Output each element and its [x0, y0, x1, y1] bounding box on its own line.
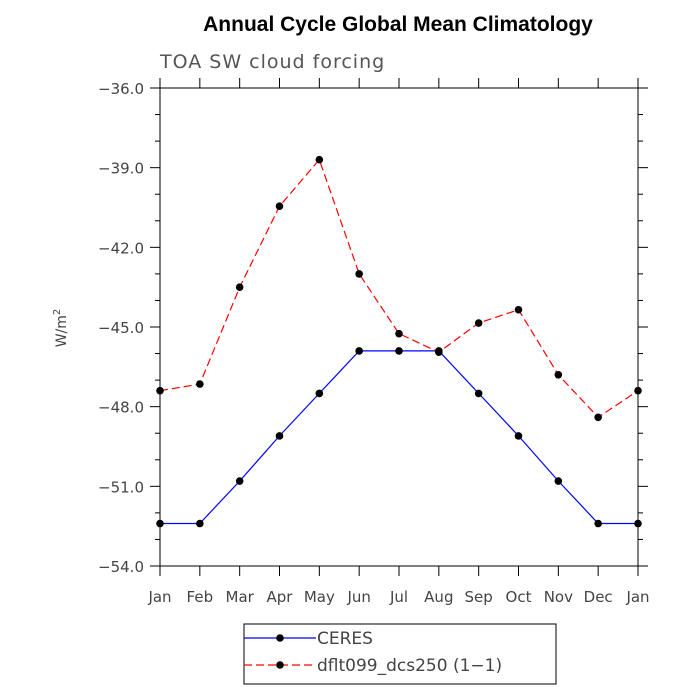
- x-tick-label: Jul: [389, 588, 408, 606]
- x-tick-labels: Jan Feb Mar Apr May Jun Jul Aug Sep Oct Nov Dec Jan: [147, 588, 649, 606]
- x-tick-label: Nov: [544, 588, 573, 606]
- legend-marker-ceres: [276, 634, 284, 642]
- data-point-dflt099: [474, 319, 483, 327]
- legend-label-dflt099: dflt099_dcs250 (1−1): [317, 656, 502, 676]
- y-axis-label-superscript: 2: [52, 309, 63, 315]
- legend-box: [243, 623, 557, 685]
- data-point-dflt099: [235, 283, 244, 291]
- x-tick-label: Jan: [625, 588, 649, 606]
- series-line-dflt099: [159, 158, 639, 419]
- data-point-dflt099: [395, 329, 403, 338]
- data-point-ceres: [196, 519, 204, 528]
- chart-title: Annual Cycle Global Mean Climatology: [203, 13, 593, 36]
- axis-ticks: [150, 78, 648, 576]
- data-point-dflt099: [196, 380, 204, 388]
- y-tick-label: −42.0: [98, 239, 144, 257]
- data-point-ceres: [156, 519, 164, 528]
- chart-subtitle: TOA SW cloud forcing: [159, 51, 385, 73]
- data-point-ceres: [315, 389, 324, 398]
- y-tick-label: −45.0: [98, 319, 144, 337]
- data-point-dflt099: [435, 348, 443, 357]
- x-tick-label: Dec: [584, 588, 613, 606]
- data-point-ceres: [514, 432, 523, 440]
- data-point-dflt099: [514, 305, 523, 314]
- data-point-ceres: [474, 389, 483, 398]
- x-tick-label: Jun: [346, 588, 370, 606]
- svg-text:W/m2: W/m2: [52, 309, 70, 348]
- y-axis-title: W/m2: [52, 309, 70, 348]
- data-point-dflt099: [156, 386, 164, 395]
- x-tick-label: Jan: [147, 588, 171, 606]
- series-line-ceres: [160, 350, 638, 525]
- data-point-dflt099: [275, 202, 284, 210]
- legend-marker-dflt099: [276, 661, 284, 669]
- y-tick-labels: −36.0 −39.0 −42.0 −45.0 −48.0 −51.0 −54.0: [98, 80, 144, 576]
- x-tick-label: Oct: [506, 588, 532, 606]
- y-tick-label: −54.0: [98, 558, 144, 576]
- legend-label-ceres: CERES: [317, 629, 373, 649]
- data-point-ceres: [554, 477, 563, 485]
- data-point-ceres: [355, 347, 363, 355]
- data-point-ceres: [634, 519, 642, 528]
- data-point-ceres: [235, 477, 244, 485]
- y-tick-label: −36.0: [98, 80, 144, 98]
- x-tick-label: Apr: [267, 588, 294, 606]
- data-point-ceres: [395, 347, 403, 355]
- data-point-dflt099: [554, 371, 563, 379]
- y-axis-label: W/m: [54, 315, 70, 347]
- series-layer: [156, 155, 642, 528]
- y-tick-label: −39.0: [98, 160, 144, 178]
- y-tick-label: −51.0: [98, 478, 144, 496]
- data-point-ceres: [594, 519, 602, 528]
- data-point-dflt099: [594, 413, 602, 422]
- plot-area-frame: [159, 87, 639, 567]
- x-tick-label: May: [304, 588, 335, 606]
- data-point-ceres: [275, 432, 284, 440]
- data-point-dflt099: [355, 270, 363, 278]
- x-tick-label: Feb: [187, 588, 214, 606]
- x-tick-label: Aug: [424, 588, 453, 606]
- x-tick-label: Sep: [465, 588, 493, 606]
- x-tick-label: Mar: [226, 588, 255, 606]
- legend: CERES dflt099_dcs250 (1−1): [243, 623, 557, 685]
- data-point-dflt099: [315, 155, 324, 164]
- data-point-dflt099: [634, 386, 642, 395]
- y-tick-label: −48.0: [98, 399, 144, 417]
